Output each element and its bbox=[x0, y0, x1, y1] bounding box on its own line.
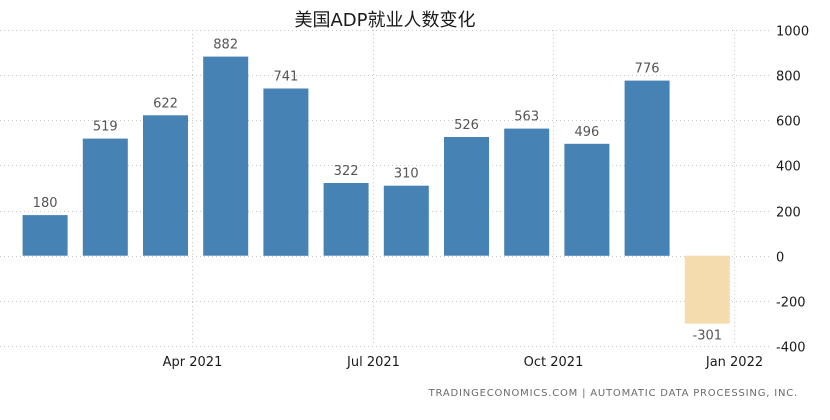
y-tick-label: 800 bbox=[776, 70, 801, 85]
data-label: 622 bbox=[153, 96, 178, 111]
data-label: 741 bbox=[273, 70, 298, 85]
data-label: 526 bbox=[454, 118, 479, 133]
chart-title: 美国ADP就业人数变化 bbox=[294, 10, 476, 31]
data-label: 882 bbox=[213, 38, 238, 53]
bar bbox=[323, 183, 369, 256]
bar bbox=[263, 88, 309, 256]
y-tick-label: -200 bbox=[776, 296, 806, 311]
x-tick-label: Jan 2022 bbox=[705, 355, 763, 370]
y-tick-label: 600 bbox=[776, 115, 801, 130]
bar bbox=[203, 56, 249, 256]
data-label: 322 bbox=[334, 164, 359, 179]
x-tick-label: Oct 2021 bbox=[524, 355, 584, 370]
x-tick-label: Jul 2021 bbox=[346, 355, 400, 370]
y-tick-label: 400 bbox=[776, 160, 801, 175]
data-label: 496 bbox=[574, 125, 599, 140]
bar bbox=[624, 80, 670, 256]
bar bbox=[684, 255, 730, 324]
bar bbox=[82, 138, 128, 256]
data-label: 180 bbox=[33, 196, 58, 211]
bar bbox=[143, 115, 188, 256]
bar bbox=[504, 128, 550, 256]
y-tick-label: 200 bbox=[776, 206, 801, 221]
y-tick-label: -400 bbox=[776, 341, 806, 356]
bar bbox=[22, 215, 68, 256]
bar bbox=[564, 143, 610, 256]
data-label: 519 bbox=[93, 120, 118, 135]
data-label: 776 bbox=[635, 62, 660, 77]
bar bbox=[383, 185, 429, 256]
y-tick-label: 0 bbox=[776, 251, 784, 266]
y-tick-label: 1000 bbox=[776, 25, 809, 40]
bar bbox=[444, 137, 489, 256]
source-credit: TRADINGECONOMICS.COM | AUTOMATIC DATA PR… bbox=[428, 388, 798, 399]
x-tick-label: Apr 2021 bbox=[163, 355, 223, 370]
data-label: 310 bbox=[394, 167, 419, 182]
data-label: 563 bbox=[514, 110, 539, 125]
data-label: -301 bbox=[693, 329, 723, 344]
